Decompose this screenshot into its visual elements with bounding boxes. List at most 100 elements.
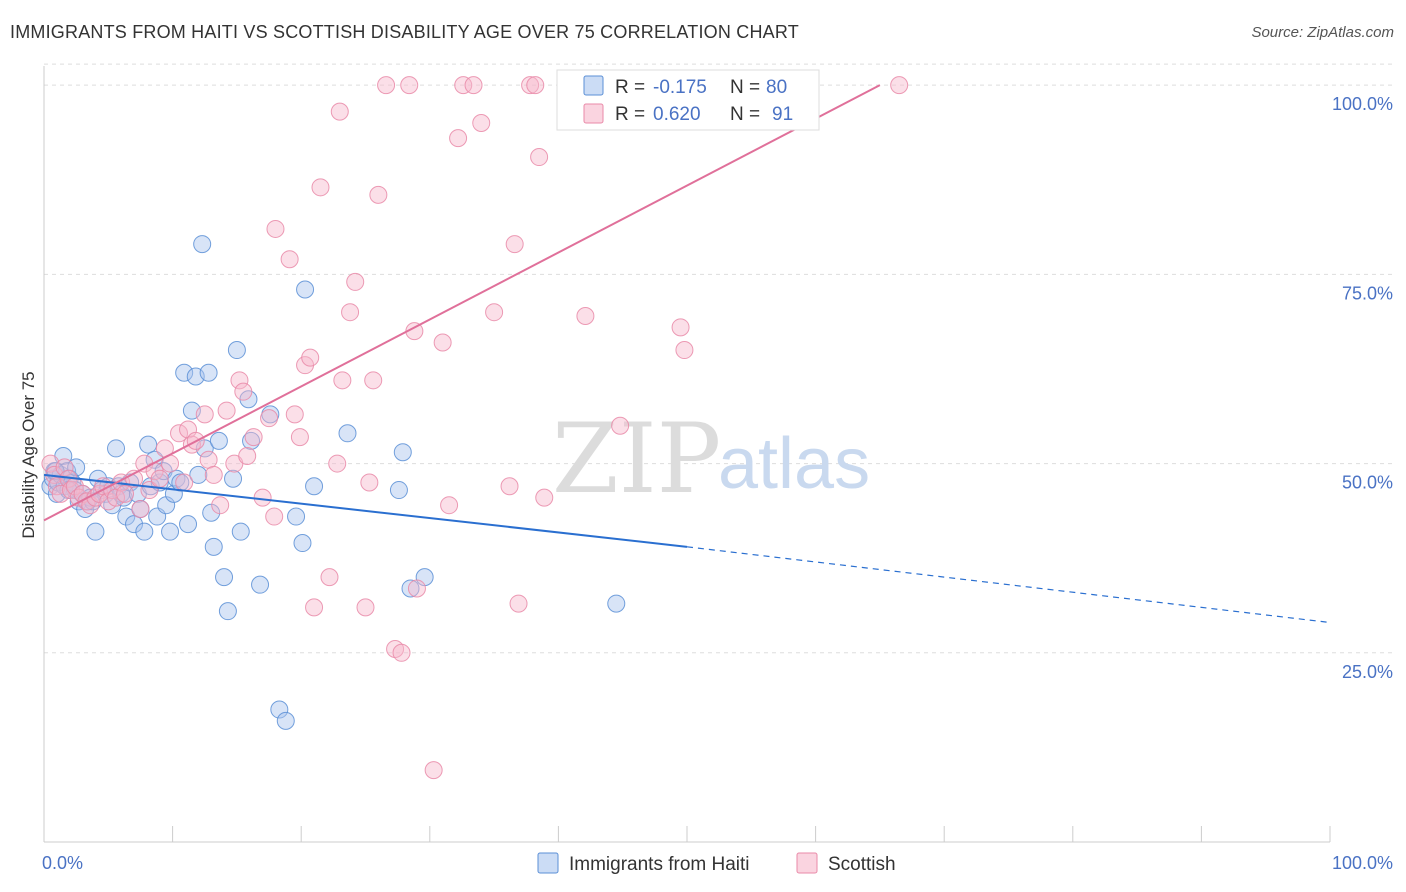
scottish-point	[244, 428, 263, 447]
y-axis-label: Disability Age Over 75	[19, 371, 38, 538]
haiti-point	[125, 515, 144, 534]
y-tick-label: 100.0%	[1332, 94, 1393, 114]
haiti-point	[270, 700, 289, 719]
bottom-legend: Immigrants from Haiti Scottish	[537, 852, 896, 875]
trend-lines	[43, 84, 1331, 624]
watermark: ZIP atlas	[552, 403, 870, 515]
haiti-point	[209, 431, 228, 450]
y-tick-label: 75.0%	[1342, 283, 1393, 303]
haiti-point	[175, 363, 194, 382]
y-tick-label: 25.0%	[1342, 662, 1393, 682]
haiti-point	[227, 341, 246, 360]
scottish-point	[500, 477, 519, 496]
scottish-point	[285, 405, 304, 424]
chart-title: IMMIGRANTS FROM HAITI VS SCOTTISH DISABI…	[10, 22, 799, 42]
scottish-point	[454, 76, 473, 95]
legend-r-label: R =	[615, 77, 645, 98]
haiti-point	[393, 443, 412, 462]
haiti-point	[231, 522, 250, 541]
haiti-point	[204, 537, 223, 556]
haiti-trend-extension	[686, 546, 1331, 624]
bottom-legend-swatch-scottish	[796, 852, 818, 874]
scottish-point	[55, 458, 74, 477]
legend-r-value-scottish: 0.620	[653, 104, 701, 125]
haiti-point	[139, 435, 158, 454]
scottish-point	[195, 405, 214, 424]
scottish-point	[280, 250, 299, 269]
scottish-point	[211, 496, 230, 515]
legend-n-value-haiti: 80	[766, 77, 787, 98]
x-tick-label: 0.0%	[42, 853, 83, 873]
scottish-point	[230, 371, 249, 390]
scottish-point	[320, 568, 339, 587]
haiti-point	[389, 481, 408, 500]
haiti-point	[276, 711, 295, 730]
scottish-point	[521, 76, 540, 95]
legend-n-value-scottish: 91	[772, 104, 793, 125]
scottish-point	[485, 303, 504, 322]
scottish-point	[346, 272, 365, 291]
scottish-point	[464, 76, 483, 95]
haiti-point	[401, 579, 420, 598]
scottish-point	[576, 306, 595, 325]
scottish-point	[356, 598, 375, 617]
haiti-point	[86, 522, 105, 541]
scottish-point	[260, 409, 279, 428]
scottish-point	[505, 235, 524, 254]
bottom-legend-label-haiti: Immigrants from Haiti	[569, 854, 750, 875]
scottish-point	[150, 469, 169, 488]
x-tick-label: 100.0%	[1332, 853, 1393, 873]
scottish-point	[170, 424, 189, 443]
haiti-point	[135, 522, 154, 541]
scottish-point	[890, 76, 909, 95]
scottish-point	[116, 484, 135, 503]
haiti-point	[338, 424, 357, 443]
scottish-point	[377, 76, 396, 95]
bottom-legend-label-scottish: Scottish	[828, 854, 896, 875]
grid	[44, 63, 1392, 654]
scottish-point	[611, 416, 630, 435]
bottom-legend-swatch-haiti	[537, 852, 559, 874]
tick-labels: 25.0% 50.0% 75.0% 100.0% 0.0% 100.0%	[42, 94, 1393, 873]
haiti-point	[287, 507, 306, 526]
scottish-point	[234, 382, 253, 401]
haiti-point	[161, 522, 180, 541]
haiti-point	[47, 484, 66, 503]
haiti-point	[251, 575, 270, 594]
scottish-point	[407, 579, 426, 598]
watermark-zip: ZIP	[552, 403, 721, 515]
watermark-atlas: atlas	[718, 424, 870, 504]
scottish-point	[311, 178, 330, 197]
haiti-point	[117, 507, 136, 526]
scottish-point	[131, 499, 150, 518]
scottish-point	[328, 454, 347, 473]
haiti-point	[293, 534, 312, 553]
haiti-trend-line	[43, 473, 688, 548]
scottish-point	[290, 428, 309, 447]
scottish-point	[266, 219, 285, 238]
haiti-point	[193, 235, 212, 254]
scottish-point	[51, 484, 70, 503]
haiti-point	[179, 515, 198, 534]
scottish-point	[509, 594, 528, 613]
haiti-point	[218, 602, 237, 621]
scottish-point	[217, 401, 236, 420]
scottish-point	[265, 507, 284, 526]
haiti-point	[107, 439, 126, 458]
haiti-point	[199, 363, 218, 382]
haiti-point	[607, 594, 626, 613]
scottish-point	[204, 465, 223, 484]
scottish-point	[671, 318, 690, 337]
scottish-point	[305, 598, 324, 617]
scottish-point	[526, 76, 545, 95]
scottish-point	[364, 371, 383, 390]
y-tick-label: 50.0%	[1342, 473, 1393, 493]
scottish-point	[472, 113, 491, 132]
scottish-point	[333, 371, 352, 390]
data-points	[41, 76, 909, 780]
scottish-point	[360, 473, 379, 492]
scottish-point	[238, 447, 257, 465]
legend-n-label: N =	[730, 104, 760, 125]
scottish-point	[400, 76, 419, 95]
